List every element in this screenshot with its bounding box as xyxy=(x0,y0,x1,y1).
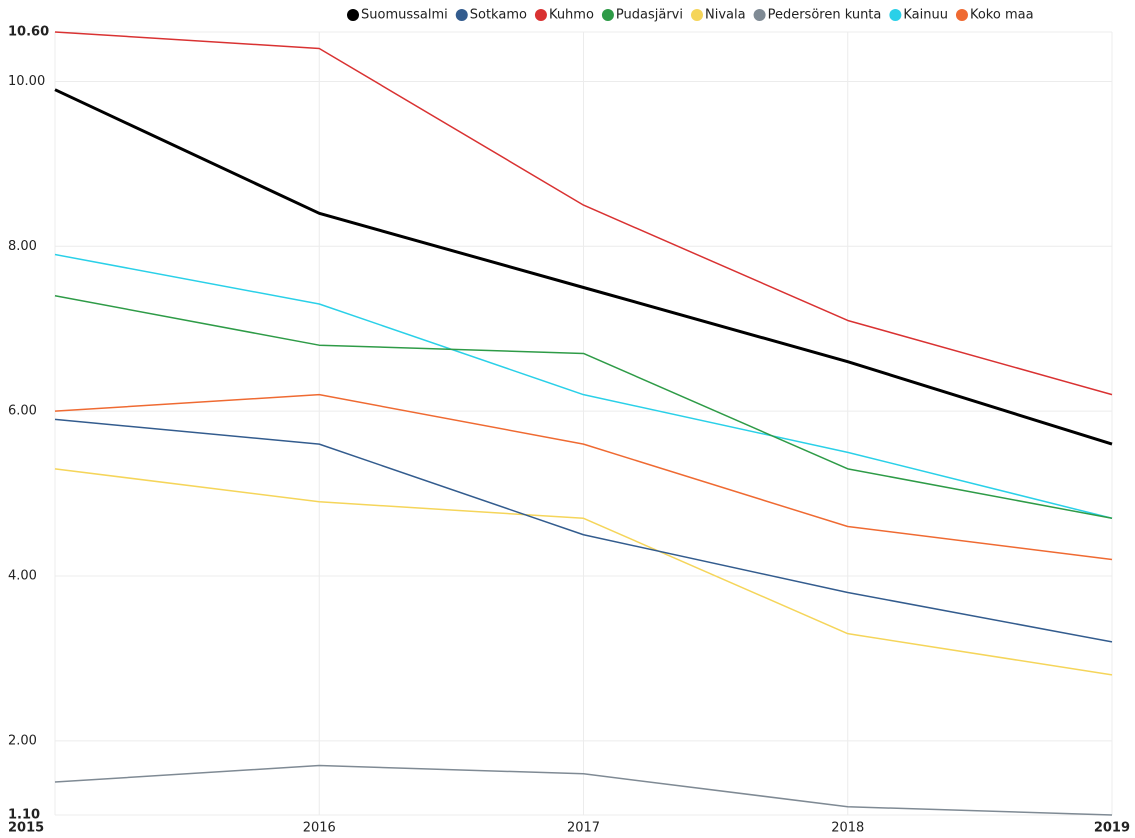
legend-marker xyxy=(534,9,547,21)
series-line xyxy=(54,418,1113,643)
legend-marker xyxy=(691,9,703,21)
y-tick-label: 6.00 xyxy=(8,404,37,419)
legend-marker xyxy=(347,9,359,21)
legend-label: Nivala xyxy=(705,8,746,23)
y-tick-label: 10.00 xyxy=(8,74,45,89)
series-line xyxy=(54,253,1113,520)
legend-label: Koko maa xyxy=(970,8,1034,23)
legend-label: Kainuu xyxy=(903,8,948,23)
series-line xyxy=(54,764,1113,816)
legend-marker xyxy=(753,9,766,21)
y-tick-label: 10.60 xyxy=(8,25,49,40)
legend-marker xyxy=(455,9,468,21)
legend-label: Sotkamo xyxy=(470,8,527,23)
y-tick-label: 8.00 xyxy=(8,239,37,254)
x-tick-label: 2015 xyxy=(8,821,44,836)
x-tick-label: 2017 xyxy=(567,821,600,836)
series-line xyxy=(54,295,1113,520)
legend-marker xyxy=(955,9,968,21)
x-tick-label: 2019 xyxy=(1094,821,1130,836)
x-tick-label: 2018 xyxy=(831,821,864,836)
series-line xyxy=(54,31,1113,396)
legend-marker xyxy=(601,9,614,21)
series-line xyxy=(54,393,1113,561)
x-tick-label: 2016 xyxy=(303,821,336,836)
legend-marker xyxy=(889,9,902,21)
y-tick-label: 4.00 xyxy=(8,568,37,583)
series-line xyxy=(54,88,1113,446)
legend-label: Pudasjärvi xyxy=(616,8,683,23)
legend-label: Pedersören kunta xyxy=(768,8,882,23)
series-line xyxy=(54,468,1113,676)
y-tick-label: 1.10 xyxy=(8,808,40,823)
legend-label: Suomussalmi xyxy=(361,8,448,23)
y-tick-label: 2.00 xyxy=(8,733,37,748)
legend-label: Kuhmo xyxy=(549,8,594,23)
